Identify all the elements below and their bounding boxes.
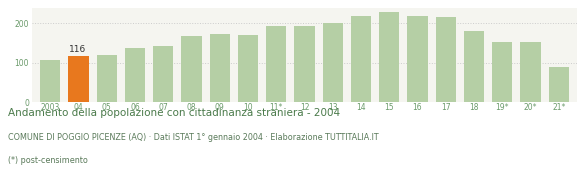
Bar — [351, 15, 371, 102]
Text: (*) post-censimento: (*) post-censimento — [8, 156, 88, 165]
Text: COMUNE DI POGGIO PICENZE (AQ) · Dati ISTAT 1° gennaio 2004 · Elaborazione TUTTIT: COMUNE DI POGGIO PICENZE (AQ) · Dati IST… — [8, 133, 378, 142]
Bar — [294, 26, 315, 102]
Bar — [209, 34, 230, 102]
Bar — [520, 42, 541, 102]
Text: Andamento della popolazione con cittadinanza straniera - 2004: Andamento della popolazione con cittadin… — [8, 108, 340, 118]
Bar — [266, 26, 287, 102]
Bar — [97, 55, 117, 102]
Bar — [238, 35, 258, 102]
Bar — [153, 46, 173, 102]
Bar — [68, 56, 89, 102]
Bar — [407, 16, 427, 102]
Text: 116: 116 — [68, 45, 86, 54]
Bar — [492, 42, 512, 102]
Bar — [549, 67, 569, 102]
Bar — [464, 31, 484, 102]
Bar — [182, 36, 202, 102]
Bar — [125, 48, 145, 102]
Bar — [379, 12, 400, 102]
Bar — [322, 23, 343, 102]
Bar — [436, 18, 456, 102]
Bar — [40, 60, 60, 102]
